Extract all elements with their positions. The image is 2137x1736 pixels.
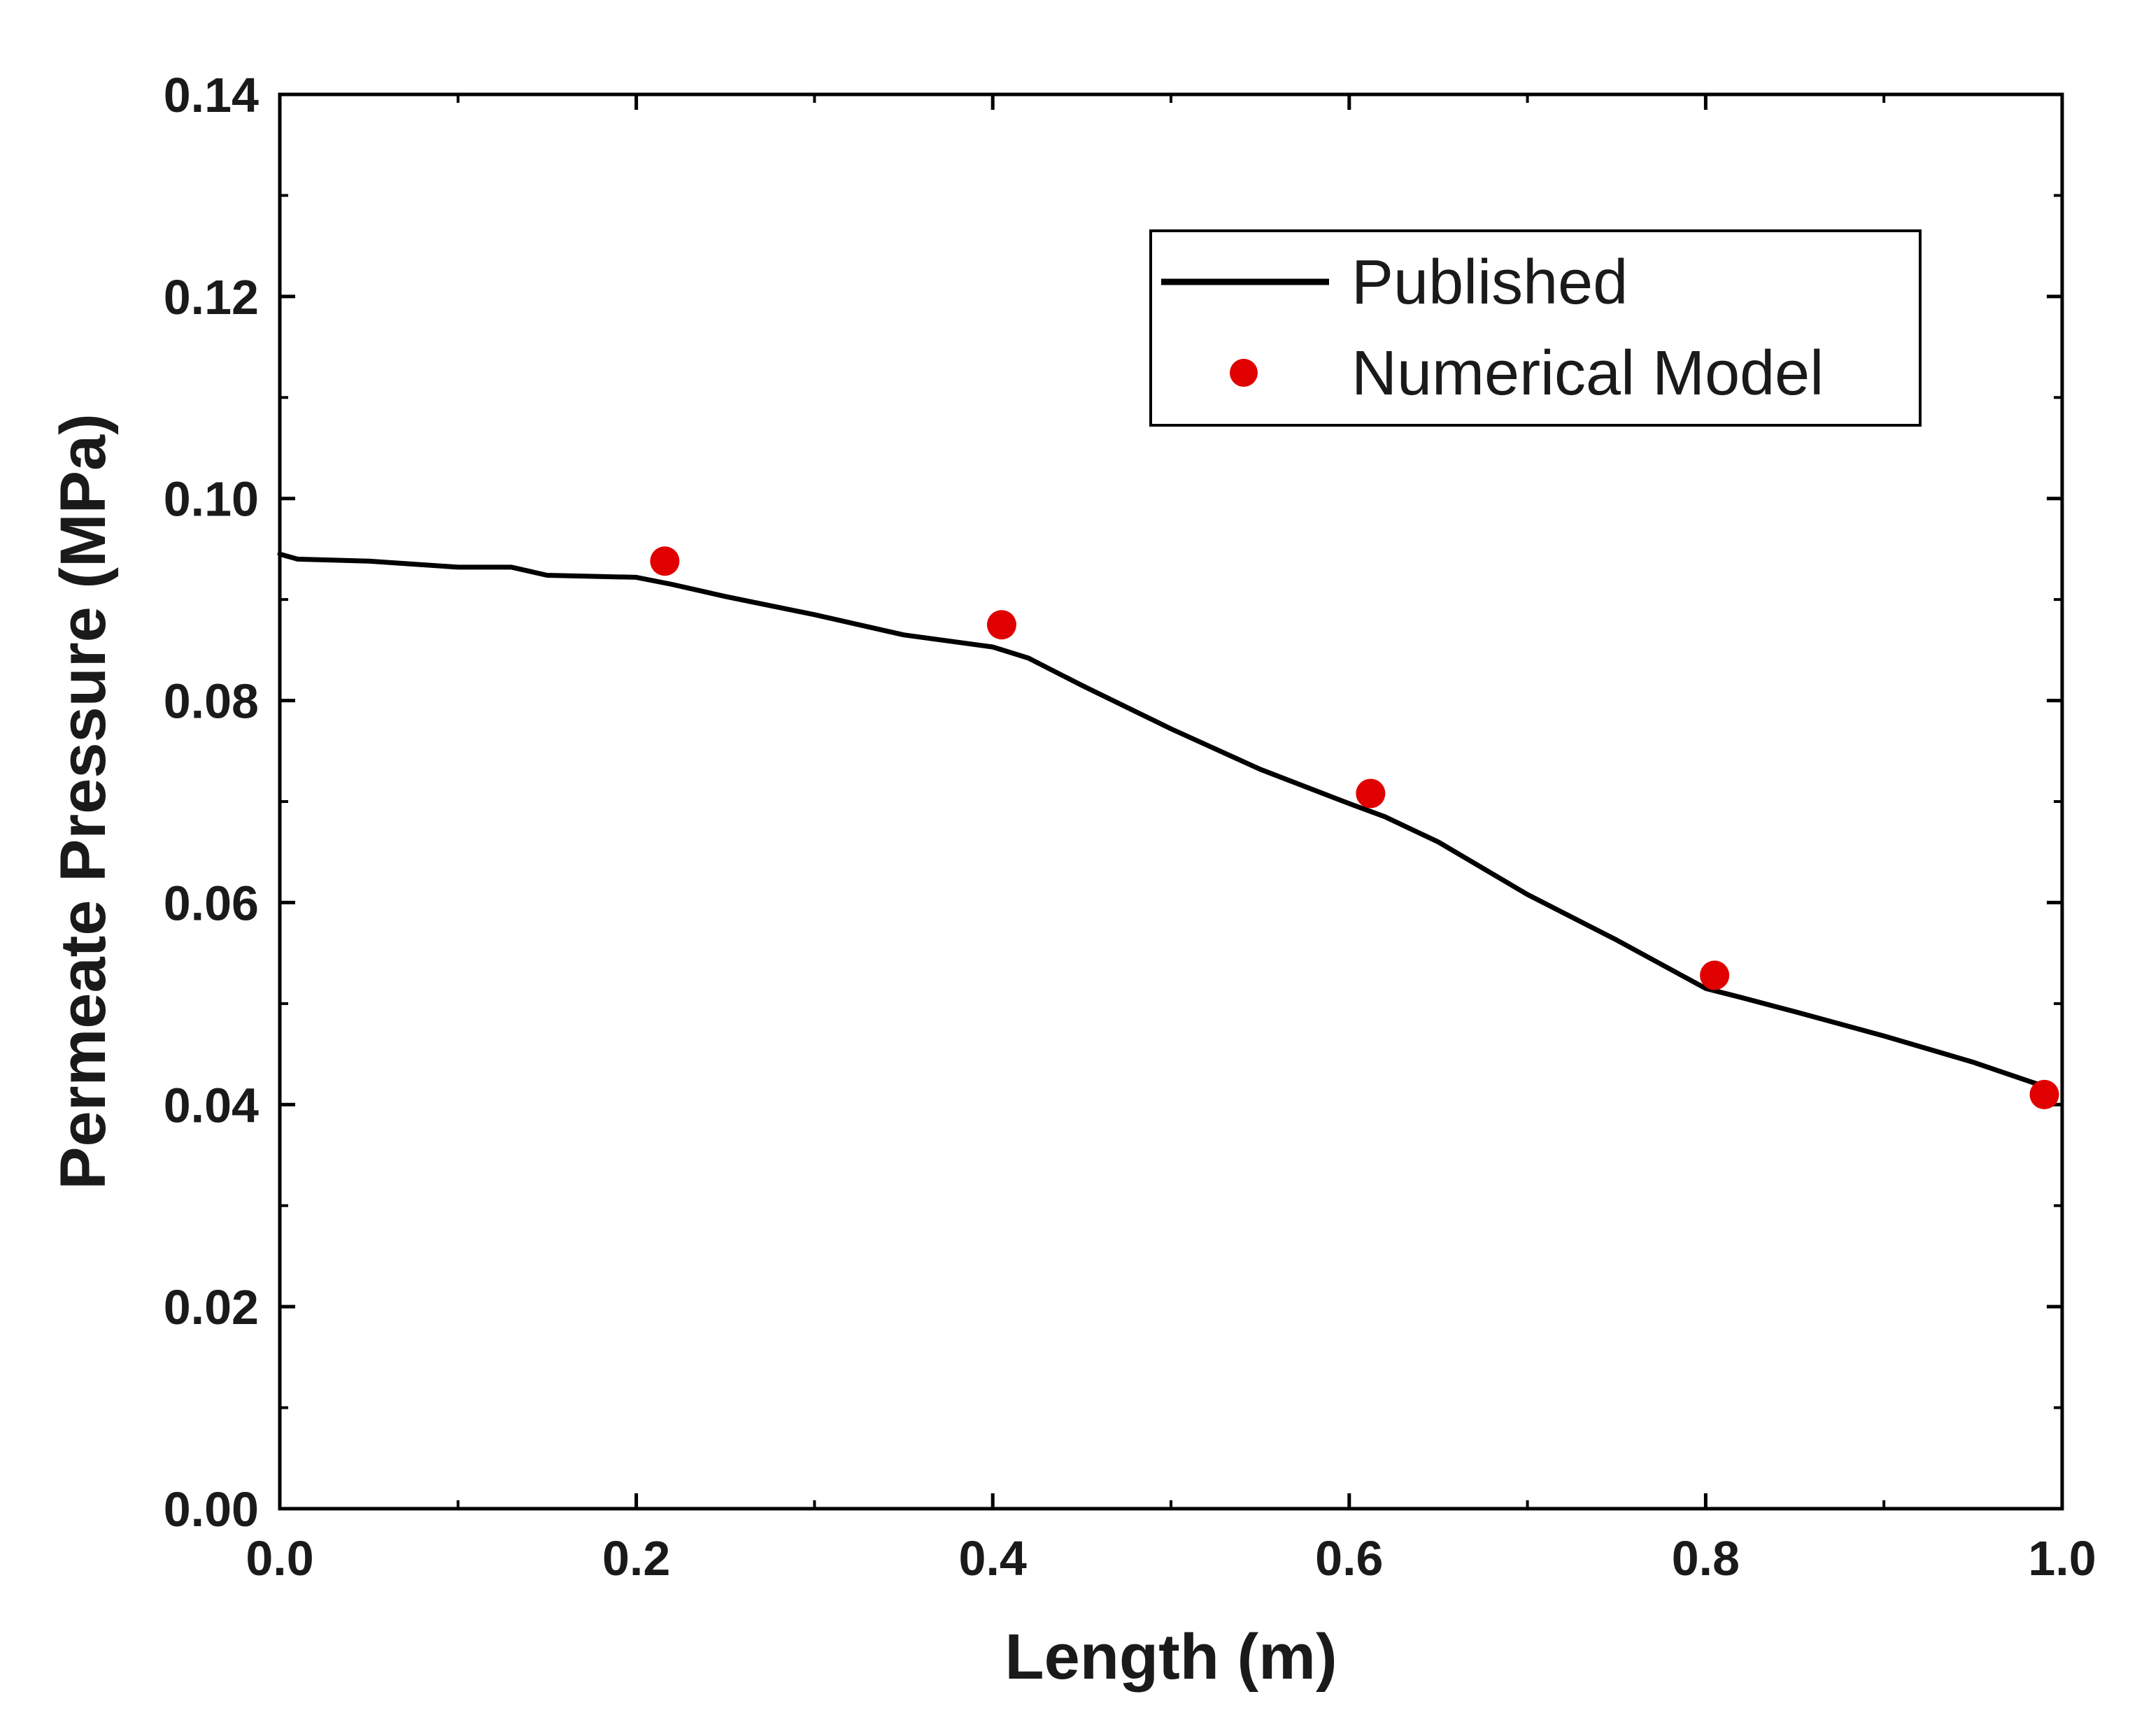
numerical-model-point bbox=[2029, 1079, 2059, 1109]
numerical-model-point bbox=[650, 546, 680, 576]
axis-tick-labels: 0.0 0.2 0.4 0.6 0.8 1.0 0.00 0.02 0.04 0.06 0.08 0.… bbox=[164, 68, 2096, 1586]
x-tick-label: 1.0 bbox=[2028, 1531, 2096, 1586]
y-axis-title: Permeate Pressure (MPa) bbox=[48, 413, 119, 1190]
y-tick-label: 0.10 bbox=[164, 472, 259, 527]
published-series-line bbox=[277, 551, 2047, 1089]
x-tick-label: 0.6 bbox=[1315, 1531, 1383, 1586]
legend-published-label: Published bbox=[1351, 248, 1628, 318]
legend-box bbox=[1149, 229, 1922, 427]
x-tick-label: 0.0 bbox=[246, 1531, 313, 1586]
numerical-model-point bbox=[1356, 778, 1386, 809]
numerical-model-point bbox=[1700, 960, 1730, 990]
x-tick-label: 0.4 bbox=[959, 1531, 1027, 1586]
x-axis-title: Length (m) bbox=[1004, 1621, 1337, 1693]
y-tick-label: 0.12 bbox=[164, 270, 259, 325]
numerical-model-point bbox=[986, 610, 1016, 640]
legend-numerical-model-swatch bbox=[1230, 359, 1258, 387]
y-tick-label: 0.02 bbox=[164, 1280, 259, 1335]
y-tick-label: 0.04 bbox=[164, 1078, 259, 1132]
y-tick-label: 0.14 bbox=[164, 68, 259, 122]
y-tick-label: 0.08 bbox=[164, 674, 259, 729]
x-tick-label: 0.8 bbox=[1672, 1531, 1740, 1586]
y-tick-label: 0.06 bbox=[164, 876, 259, 930]
x-tick-label: 0.2 bbox=[602, 1531, 670, 1586]
y-tick-label: 0.00 bbox=[164, 1482, 259, 1537]
legend-numerical-model-label: Numerical Model bbox=[1351, 339, 1824, 408]
legend: Published Numerical Model bbox=[1149, 229, 1922, 427]
numerical-model-points bbox=[650, 546, 2059, 1109]
